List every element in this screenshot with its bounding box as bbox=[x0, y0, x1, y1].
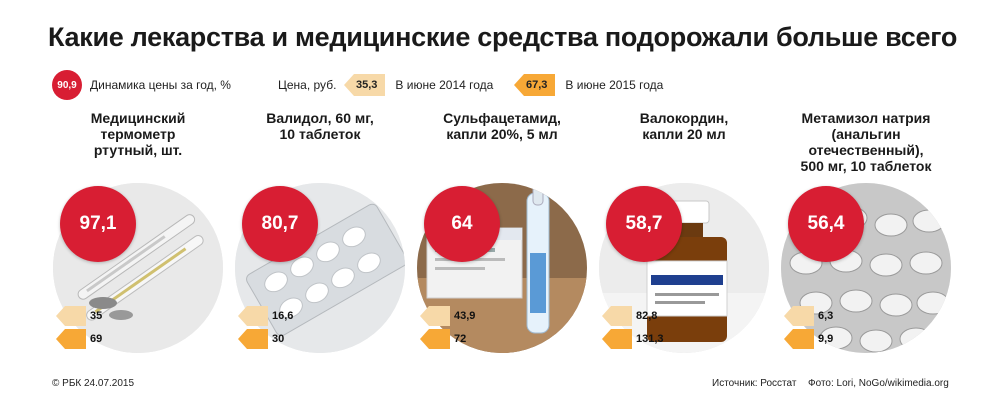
item-label-line: Валидол, 60 мг, bbox=[266, 110, 374, 126]
price-2014-value: 43,9 bbox=[454, 310, 476, 322]
price-2014-tag bbox=[784, 306, 814, 326]
price-2014-tag bbox=[238, 306, 268, 326]
item-label-line: ртутный, шт. bbox=[93, 142, 183, 158]
item-label: Сульфацетамид, капли 20%, 5 мл bbox=[412, 110, 592, 142]
price-2014-value: 16,6 bbox=[272, 310, 294, 322]
price-2015-value: 30 bbox=[272, 333, 285, 345]
legend-2015-label: В июне 2015 года bbox=[565, 78, 664, 92]
price-2015-tag bbox=[238, 329, 268, 349]
price-2015-tag bbox=[56, 329, 86, 349]
item-label: Медицинский термометр ртутный, шт. bbox=[48, 110, 228, 158]
price-2015-value: 9,9 bbox=[818, 333, 834, 345]
item-label-line: термометр bbox=[100, 126, 176, 142]
chart-item: Медицинский термометр ртутный, шт. 97,1 35 69 bbox=[48, 110, 228, 365]
bottle-icon bbox=[599, 183, 769, 353]
legend-2015-tag: 67,3 bbox=[514, 74, 556, 96]
price-change-badge: 56,4 bbox=[788, 186, 864, 262]
legend-dynamic-dot: 90,9 bbox=[52, 70, 82, 100]
legend-2014: 35,3 В июне 2014 года bbox=[344, 70, 493, 100]
chart-item: Валидол, 60 мг, 10 таблеток 80,7 16,6 30 bbox=[230, 110, 410, 365]
price-change-badge: 58,7 bbox=[606, 186, 682, 262]
legend-2015: 67,3 В июне 2015 года bbox=[514, 70, 663, 100]
legend-dynamic-label: Динамика цены за год, % bbox=[90, 78, 231, 92]
item-label-line: Сульфацетамид, bbox=[443, 110, 561, 126]
item-label-line: отечественный), bbox=[808, 142, 924, 158]
price-2014-tag bbox=[602, 306, 632, 326]
photo-credit: Фото: Lori, NoGo/wikimedia.org bbox=[808, 378, 949, 389]
price-change-badge: 80,7 bbox=[242, 186, 318, 262]
legend-price: Цена, руб. bbox=[278, 70, 336, 100]
legend: 90,9 Динамика цены за год, % Цена, руб. … bbox=[52, 70, 752, 100]
item-label-line: 10 таблеток bbox=[279, 126, 361, 142]
source: Источник: Росстат bbox=[712, 378, 797, 389]
price-2015-tag bbox=[420, 329, 450, 349]
item-label: Метамизол натрия (анальгин отечественный),… bbox=[776, 110, 956, 174]
chart-item: Метамизол натрия (анальгин отечественный),… bbox=[776, 110, 956, 365]
price-change-badge: 97,1 bbox=[60, 186, 136, 262]
item-label-line: капли 20%, 5 мл bbox=[446, 126, 558, 142]
item-label: Валокордин, капли 20 мл bbox=[594, 110, 774, 142]
item-label-line: Метамизол натрия bbox=[801, 110, 931, 126]
item-label-line: Медицинский bbox=[90, 110, 186, 126]
price-2015-value: 72 bbox=[454, 333, 467, 345]
price-2014-value: 35 bbox=[90, 310, 103, 322]
chart-item: Сульфацетамид, капли 20%, 5 мл 64 43,9 72 bbox=[412, 110, 592, 365]
page-title: Какие лекарства и медицинские средства п… bbox=[48, 22, 958, 52]
price-2014-value: 6,3 bbox=[818, 310, 834, 322]
item-label-line: Валокордин, bbox=[639, 110, 729, 126]
item-label-line: (анальгин bbox=[831, 126, 901, 142]
price-2014-value: 82,8 bbox=[636, 310, 658, 322]
price-2015-tag bbox=[602, 329, 632, 349]
price-2015-value: 131,3 bbox=[636, 333, 664, 345]
item-label-line: 500 мг, 10 таблеток bbox=[800, 158, 932, 174]
item-label-line: капли 20 мл bbox=[642, 126, 726, 142]
legend-2014-tag: 35,3 bbox=[344, 74, 386, 96]
chart-item: Валокордин, капли 20 мл 58,7 82,8 131,3 bbox=[594, 110, 774, 365]
item-label: Валидол, 60 мг, 10 таблеток bbox=[230, 110, 410, 142]
copyright: © РБК 24.07.2015 bbox=[52, 378, 135, 389]
legend-2014-label: В июне 2014 года bbox=[395, 78, 494, 92]
price-2014-tag bbox=[56, 306, 86, 326]
price-2015-tag bbox=[784, 329, 814, 349]
price-2014-tag bbox=[420, 306, 450, 326]
price-change-badge: 64 bbox=[424, 186, 500, 262]
legend-dynamic: 90,9 Динамика цены за год, % bbox=[52, 70, 231, 100]
legend-price-label: Цена, руб. bbox=[278, 78, 337, 92]
price-2015-value: 69 bbox=[90, 333, 103, 345]
